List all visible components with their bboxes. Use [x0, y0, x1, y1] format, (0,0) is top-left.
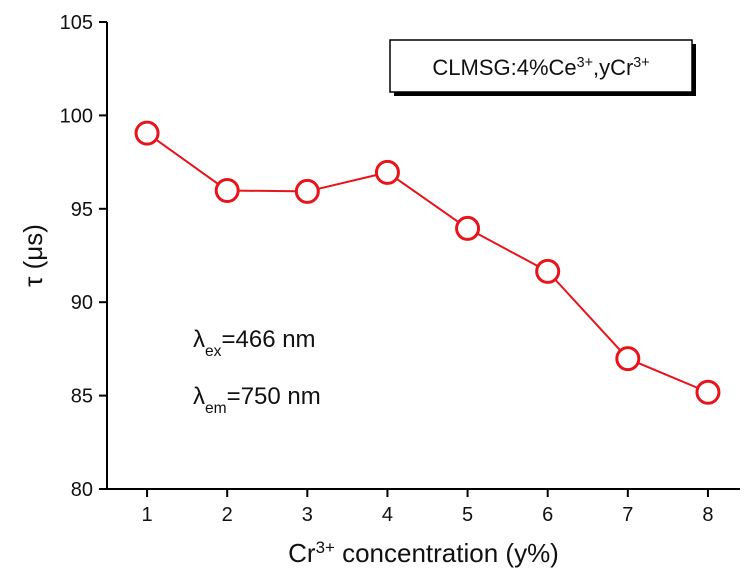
- legend-label: CLMSG:4%Ce3+,yCr3+: [432, 55, 649, 80]
- subscript: em: [205, 400, 227, 417]
- y-axis-label: τ (μs): [18, 224, 48, 287]
- text-part: ,yCr: [593, 55, 633, 80]
- annotation: λem=750 nm: [193, 383, 321, 417]
- x-tick-label: 3: [302, 504, 313, 526]
- data-point: [374, 159, 400, 185]
- x-tick-label: 4: [382, 504, 393, 526]
- data-point: [695, 379, 721, 405]
- text-part: CLMSG:4%Ce: [432, 55, 576, 80]
- x-tick-label: 7: [622, 504, 633, 526]
- x-tick-label: 1: [142, 504, 153, 526]
- data-point: [615, 346, 641, 372]
- superscript: 3+: [577, 55, 593, 71]
- text-part: =466 nm: [221, 326, 315, 353]
- legend-box: [389, 39, 693, 93]
- data-point: [535, 258, 561, 284]
- superscript: 3+: [316, 538, 335, 557]
- y-tick-label: 85: [71, 386, 93, 408]
- y-tick-label: 90: [71, 292, 93, 314]
- x-tick-label: 2: [222, 504, 233, 526]
- text-part: Cr: [288, 538, 316, 568]
- y-tick-label: 105: [60, 12, 93, 34]
- text-part: λ: [193, 326, 205, 353]
- x-tick-label: 5: [462, 504, 473, 526]
- y-tick-label: 80: [71, 479, 93, 501]
- y-tick-label: 95: [71, 199, 93, 221]
- text-part: λ: [193, 383, 205, 410]
- superscript: 3+: [633, 55, 649, 71]
- y-tick-label: 100: [60, 105, 93, 127]
- text-part: concentration (y%): [335, 538, 559, 568]
- data-point: [294, 178, 320, 204]
- series-line: [146, 132, 709, 394]
- data-point: [214, 177, 240, 203]
- x-tick-label: 8: [702, 504, 713, 526]
- text-part: τ (μs): [18, 224, 48, 287]
- data-point: [134, 120, 160, 146]
- text-part: =750 nm: [227, 383, 321, 410]
- x-tick-label: 6: [542, 504, 553, 526]
- subscript: ex: [205, 343, 222, 360]
- data-point: [455, 215, 481, 241]
- x-axis-label: Cr3+ concentration (y%): [288, 538, 559, 569]
- annotation: λex=466 nm: [193, 326, 316, 360]
